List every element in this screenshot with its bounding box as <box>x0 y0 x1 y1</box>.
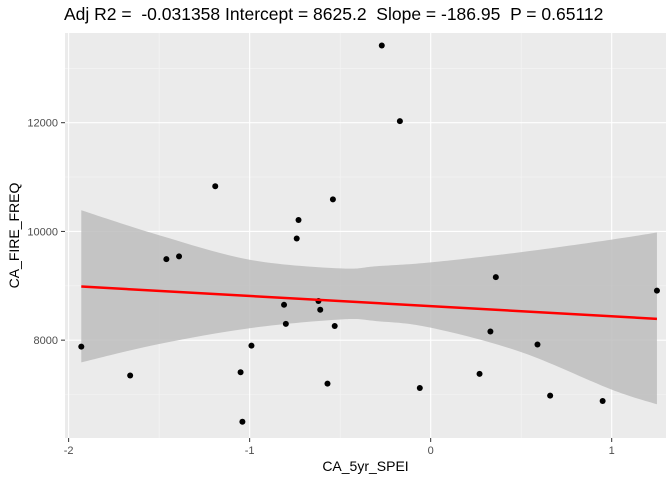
data-point <box>599 398 606 405</box>
data-point <box>547 392 554 399</box>
confidence-band <box>81 210 657 405</box>
data-points <box>78 42 660 425</box>
data-point <box>176 253 183 260</box>
data-point <box>248 342 255 349</box>
data-point <box>239 418 246 425</box>
y-axis-title: CA_FIRE_FREQ <box>6 182 22 288</box>
data-point <box>396 118 403 125</box>
data-point <box>534 341 541 348</box>
data-point <box>163 256 170 263</box>
chart-title: Adj R2 = -0.031358 Intercept = 8625.2 Sl… <box>64 4 604 24</box>
data-point <box>281 301 288 308</box>
data-point <box>212 183 219 190</box>
data-point <box>331 323 338 330</box>
data-point <box>476 370 483 377</box>
plot-panel-background <box>65 33 666 438</box>
x-axis: -2 -1 0 1 <box>64 438 615 457</box>
regression-line <box>81 285 658 321</box>
data-point <box>653 287 660 294</box>
data-point <box>237 369 244 376</box>
data-point <box>378 42 385 49</box>
y-tick-label: 10000 <box>27 226 58 238</box>
data-point <box>293 235 300 242</box>
x-axis-title: CA_5yr_SPEI <box>322 458 408 474</box>
x-tick-label: 0 <box>428 445 434 457</box>
y-tick-label: 8000 <box>34 335 58 347</box>
data-point <box>324 380 331 387</box>
data-point <box>78 343 85 350</box>
x-tick-label: -1 <box>245 445 255 457</box>
data-point <box>416 384 423 391</box>
data-point <box>492 274 499 281</box>
data-point <box>282 320 289 327</box>
x-tick-label: 1 <box>609 445 615 457</box>
data-point <box>295 217 302 224</box>
data-point <box>127 372 134 379</box>
x-tick-label: -2 <box>64 445 74 457</box>
y-tick-label: 12000 <box>27 118 58 130</box>
data-point <box>317 306 324 313</box>
data-point <box>487 328 494 335</box>
y-axis: 8000 10000 12000 <box>27 118 65 347</box>
data-point <box>329 196 336 203</box>
